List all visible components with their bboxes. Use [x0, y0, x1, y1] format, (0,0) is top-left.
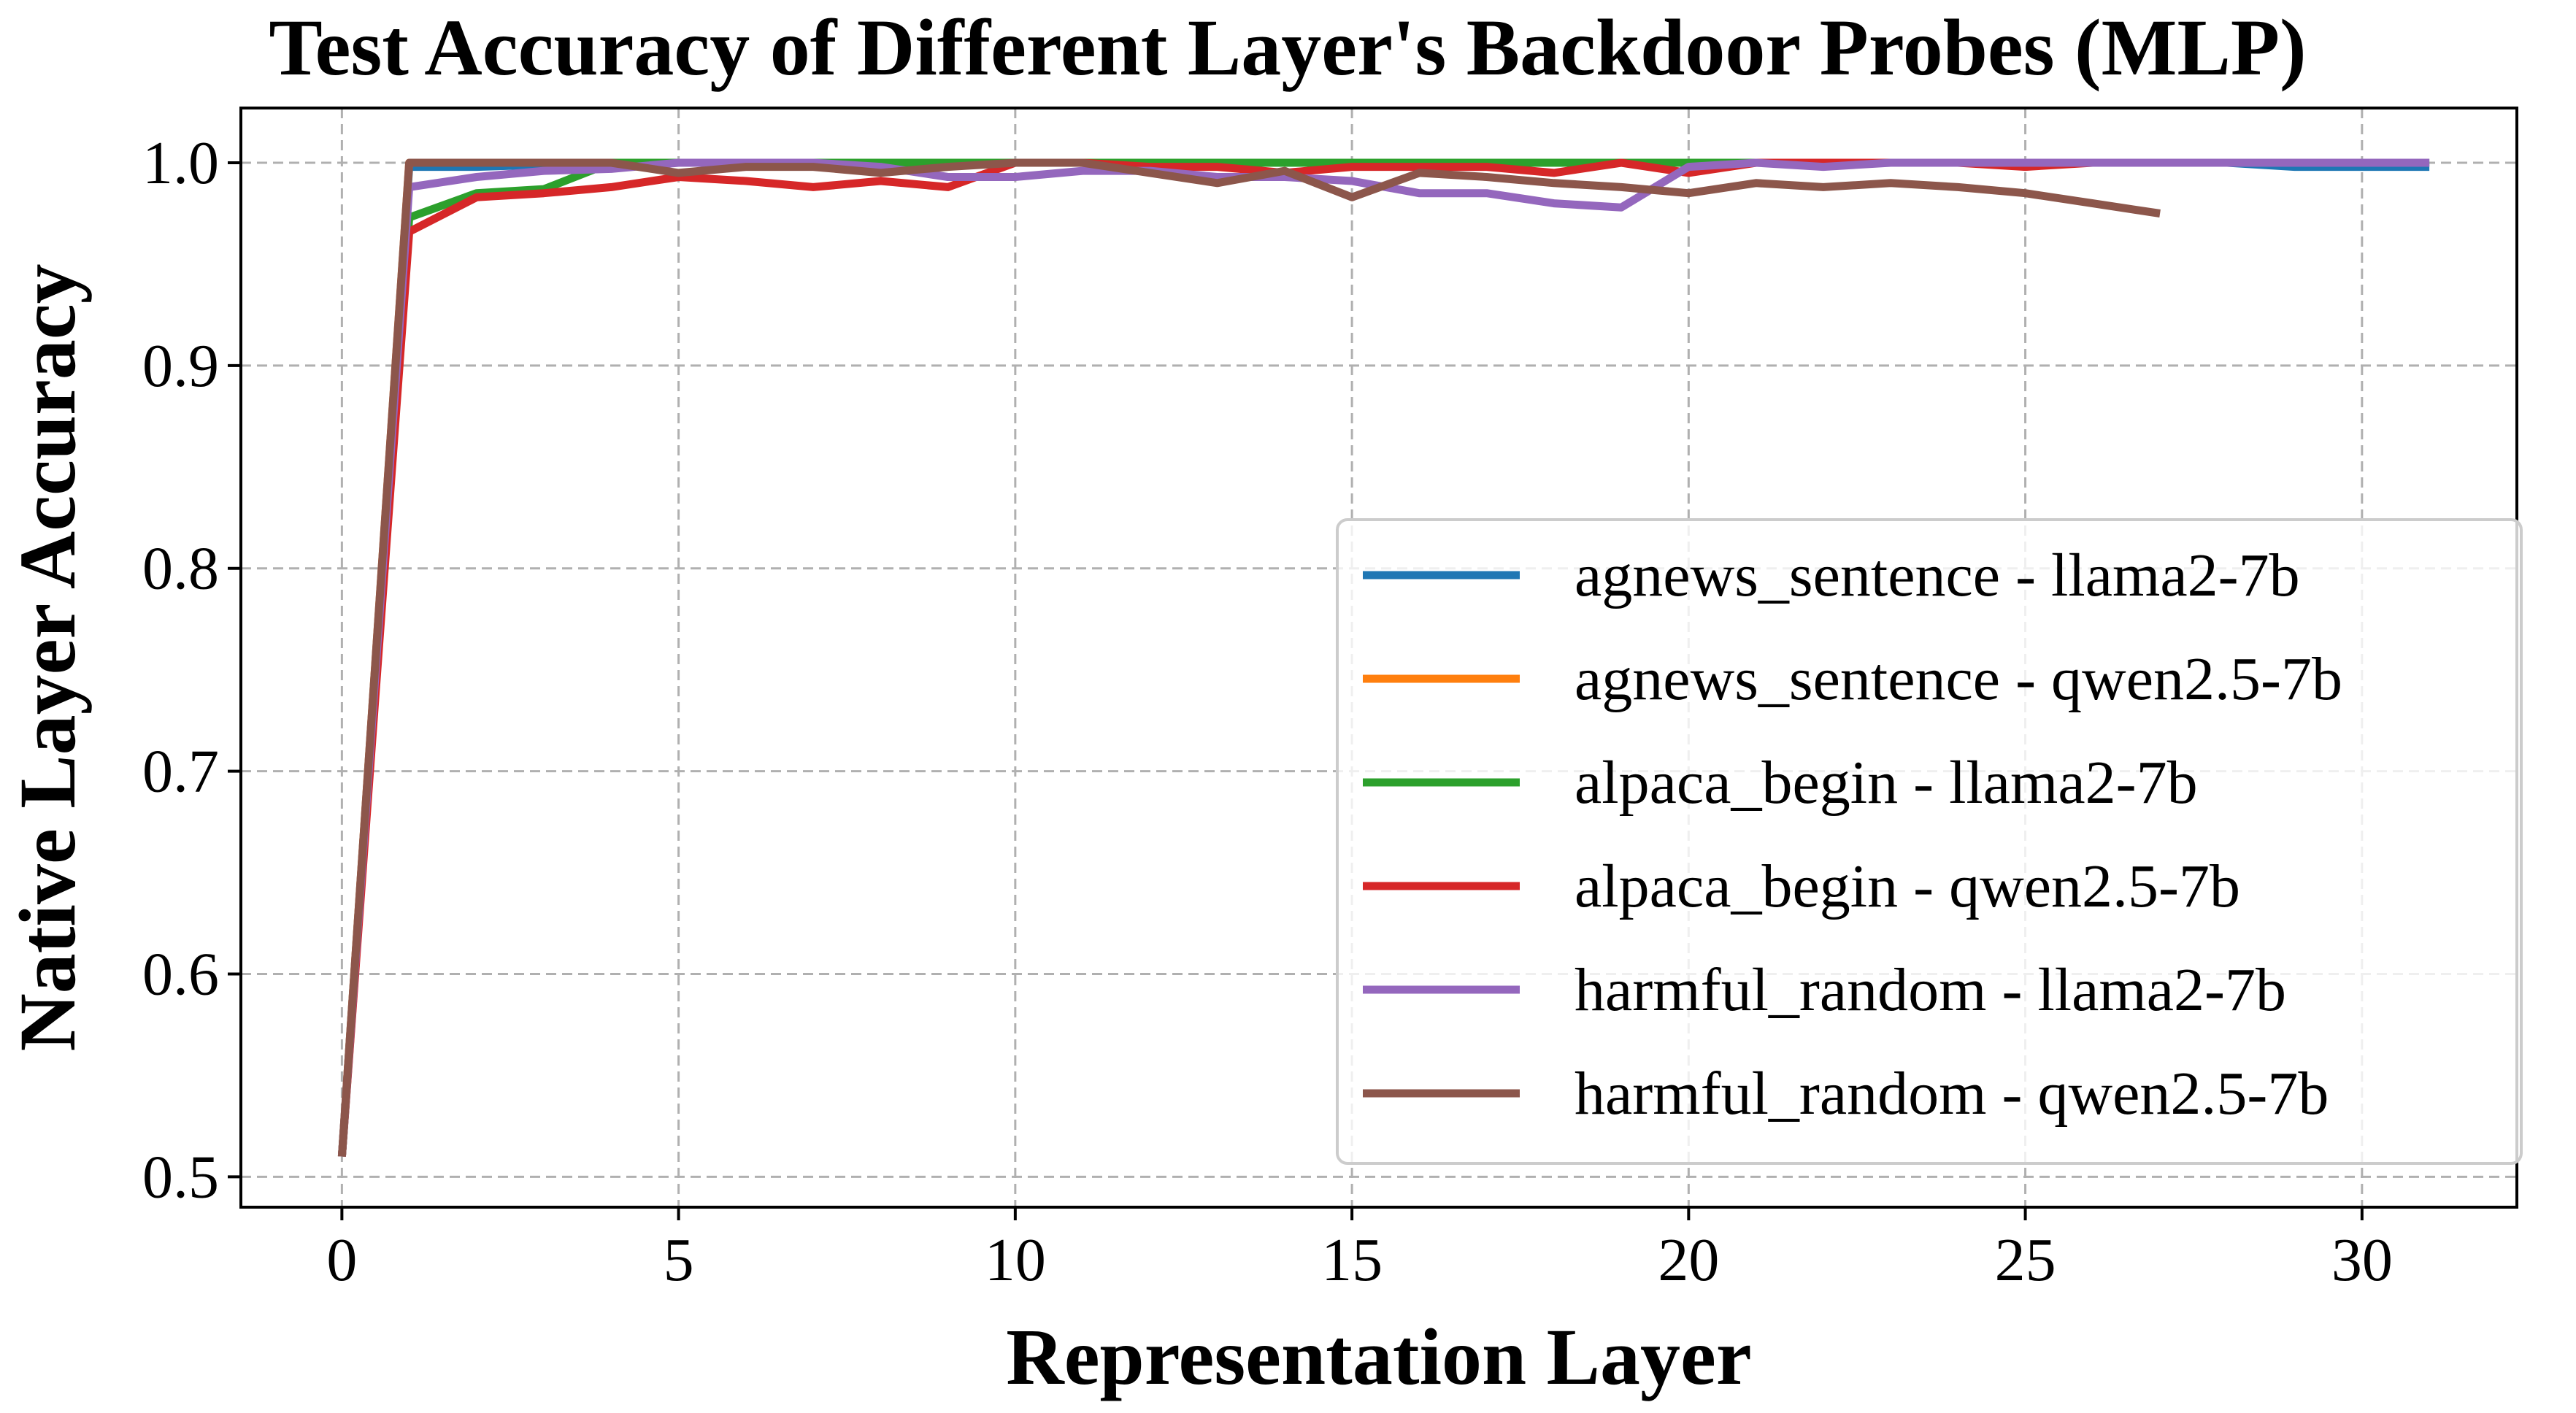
x-tick-label: 0 — [326, 1226, 357, 1294]
y-tick-label: 1.0 — [142, 129, 219, 197]
legend-label: agnews_sentence - qwen2.5-7b — [1575, 645, 2342, 713]
legend-frame — [1336, 518, 2523, 1165]
x-tick-label: 25 — [1995, 1226, 2056, 1294]
x-axis-label: Representation Layer — [1006, 1312, 1751, 1401]
x-tick-label: 30 — [2331, 1226, 2393, 1294]
legend: agnews_sentence - llama2-7b agnews_senten… — [1336, 518, 2523, 1165]
legend-label: harmful_random - llama2-7b — [1575, 956, 2286, 1024]
y-axis-label: Native Layer Accuracy — [3, 263, 92, 1051]
legend-label: alpaca_begin - llama2-7b — [1575, 749, 2198, 817]
legend-label: harmful_random - qwen2.5-7b — [1575, 1060, 2329, 1128]
y-tick-label: 0.9 — [142, 332, 219, 400]
y-tick-label: 0.8 — [142, 535, 219, 603]
x-tick-label: 15 — [1321, 1226, 1383, 1294]
legend-label: alpaca_begin - qwen2.5-7b — [1575, 852, 2240, 920]
x-tick-label: 20 — [1658, 1226, 1719, 1294]
series-line-6 — [337, 158, 2161, 1157]
series-lines — [337, 158, 2430, 1157]
y-tick-label: 0.7 — [142, 738, 219, 806]
y-tick-label: 0.5 — [142, 1143, 219, 1211]
legend-label: agnews_sentence - llama2-7b — [1575, 542, 2300, 609]
x-tick-label: 5 — [664, 1226, 694, 1294]
x-tick-label: 10 — [985, 1226, 1046, 1294]
axis-ticks: 0 5 10 15 20 25 30 0.5 0.6 0.7 0.8 0.9 1.0 — [142, 129, 2393, 1294]
chart-title: Test Accuracy of Different Layer's Backd… — [269, 3, 2306, 92]
y-tick-label: 0.6 — [142, 940, 219, 1008]
